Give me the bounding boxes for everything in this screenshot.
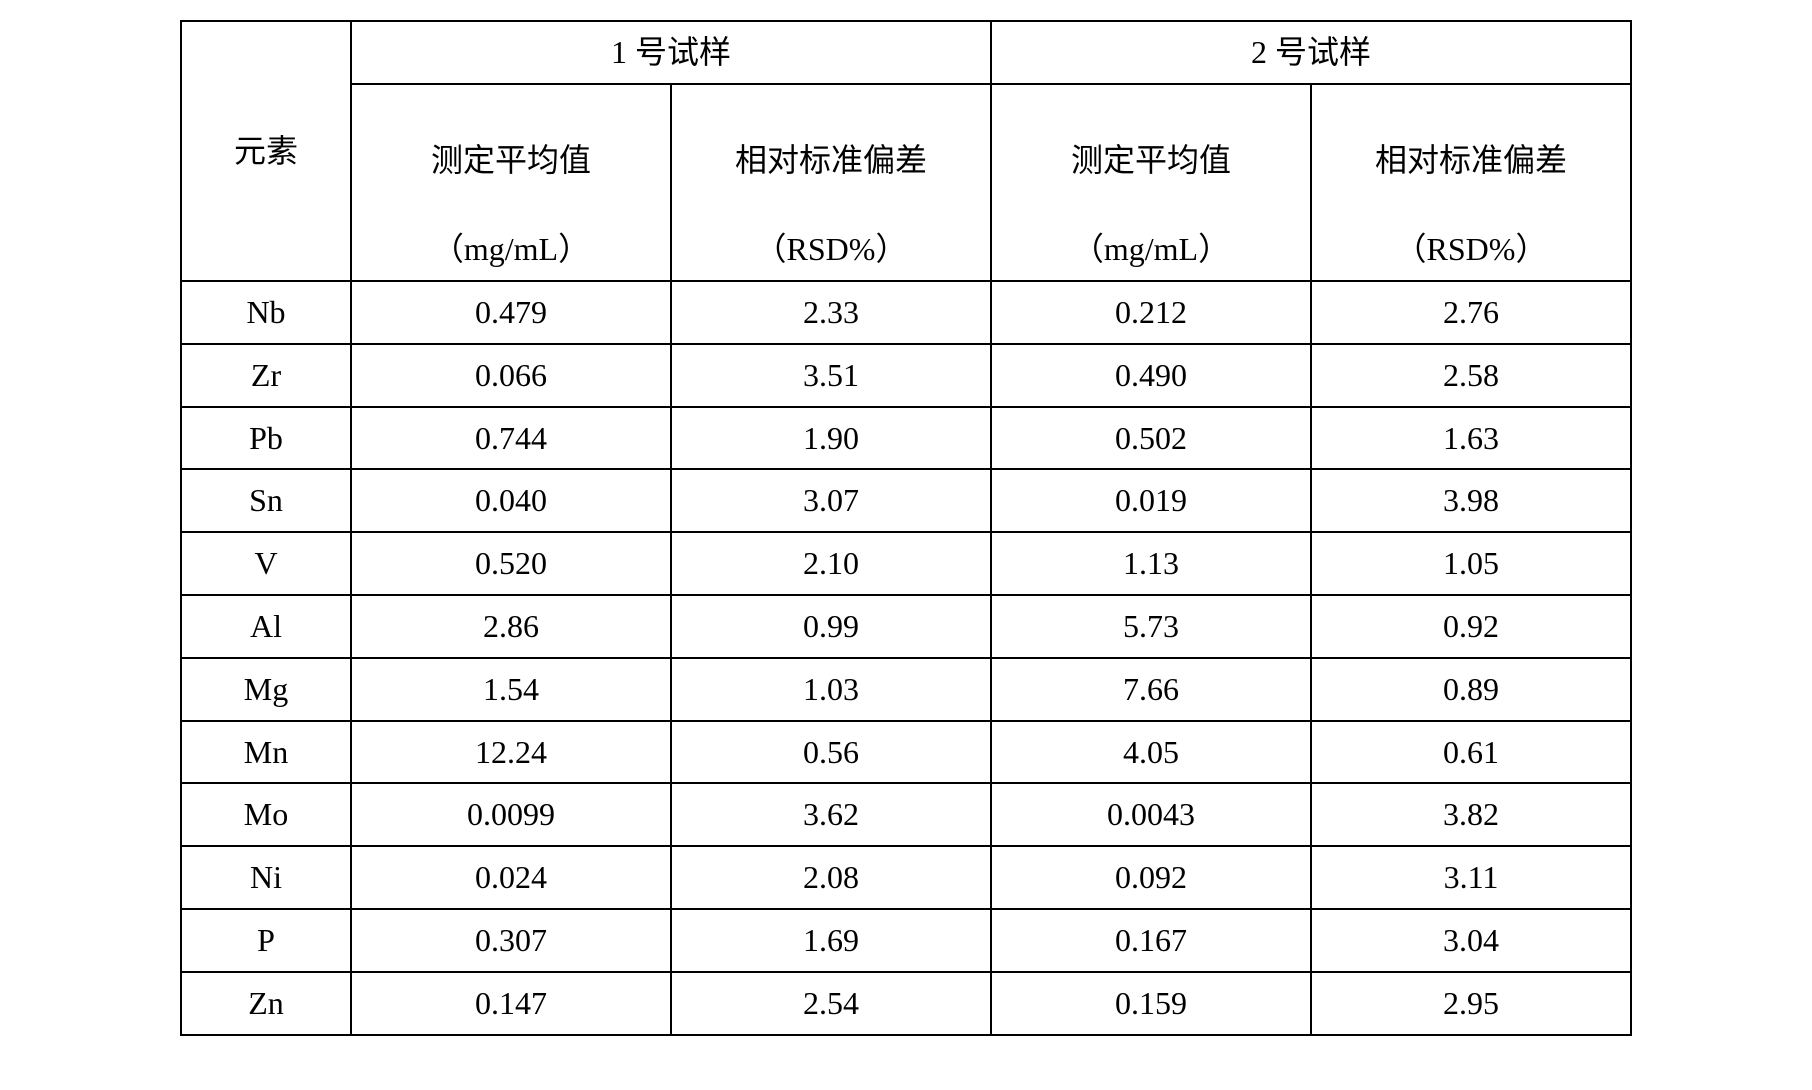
cell-s2-rsd: 1.63 — [1311, 407, 1631, 470]
data-table: 元素 1 号试样 2 号试样 测定平均值 （mg/mL） 相对标准偏差 （RSD… — [180, 20, 1632, 1036]
cell-s2-rsd: 0.61 — [1311, 721, 1631, 784]
header-mean-text: 测定平均值 — [431, 142, 591, 178]
cell-element: Sn — [181, 469, 351, 532]
cell-s2-mean: 1.13 — [991, 532, 1311, 595]
cell-element: Mo — [181, 783, 351, 846]
cell-element: Pb — [181, 407, 351, 470]
cell-element: Zr — [181, 344, 351, 407]
table-body: Nb0.4792.330.2122.76Zr0.0663.510.4902.58… — [181, 281, 1631, 1035]
header-rsd-unit: （RSD%） — [1395, 231, 1548, 267]
table-row: V0.5202.101.131.05 — [181, 532, 1631, 595]
cell-s1-rsd: 3.07 — [671, 469, 991, 532]
cell-s2-mean: 0.167 — [991, 909, 1311, 972]
cell-s2-rsd: 1.05 — [1311, 532, 1631, 595]
table-row: Mg1.541.037.660.89 — [181, 658, 1631, 721]
cell-s1-mean: 0.040 — [351, 469, 671, 532]
cell-s2-mean: 5.73 — [991, 595, 1311, 658]
cell-s2-mean: 7.66 — [991, 658, 1311, 721]
cell-s2-mean: 0.092 — [991, 846, 1311, 909]
header-mean-unit: （mg/mL） — [432, 231, 590, 267]
table-row: Pb0.7441.900.5021.63 — [181, 407, 1631, 470]
table-row: Mo0.00993.620.00433.82 — [181, 783, 1631, 846]
table-row: Sn0.0403.070.0193.98 — [181, 469, 1631, 532]
cell-s1-mean: 0.520 — [351, 532, 671, 595]
header-element: 元素 — [181, 21, 351, 281]
header-rsd-text: 相对标准偏差 — [1375, 142, 1567, 178]
table-row: Zr0.0663.510.4902.58 — [181, 344, 1631, 407]
cell-s2-rsd: 2.58 — [1311, 344, 1631, 407]
table-row: Ni0.0242.080.0923.11 — [181, 846, 1631, 909]
header-rsd-unit: （RSD%） — [755, 231, 908, 267]
cell-s1-mean: 0.307 — [351, 909, 671, 972]
cell-s1-rsd: 3.62 — [671, 783, 991, 846]
cell-s1-rsd: 2.33 — [671, 281, 991, 344]
header-mean-unit: （mg/mL） — [1072, 231, 1230, 267]
cell-element: Mn — [181, 721, 351, 784]
cell-s2-rsd: 2.76 — [1311, 281, 1631, 344]
header-sample1: 1 号试样 — [351, 21, 991, 84]
cell-s2-rsd: 3.11 — [1311, 846, 1631, 909]
cell-s1-rsd: 1.69 — [671, 909, 991, 972]
cell-s1-mean: 1.54 — [351, 658, 671, 721]
cell-s2-rsd: 3.04 — [1311, 909, 1631, 972]
cell-s1-rsd: 3.51 — [671, 344, 991, 407]
cell-s1-mean: 0.0099 — [351, 783, 671, 846]
cell-s1-mean: 0.479 — [351, 281, 671, 344]
cell-s1-mean: 12.24 — [351, 721, 671, 784]
header-row-2: 测定平均值 （mg/mL） 相对标准偏差 （RSD%） 测定平均值 （mg/mL… — [181, 84, 1631, 281]
cell-s1-mean: 2.86 — [351, 595, 671, 658]
cell-element: P — [181, 909, 351, 972]
cell-element: Ni — [181, 846, 351, 909]
cell-s2-mean: 0.159 — [991, 972, 1311, 1035]
cell-s2-rsd: 3.82 — [1311, 783, 1631, 846]
header-s2-rsd: 相对标准偏差 （RSD%） — [1311, 84, 1631, 281]
cell-element: V — [181, 532, 351, 595]
cell-s2-mean: 0.490 — [991, 344, 1311, 407]
header-s2-mean: 测定平均值 （mg/mL） — [991, 84, 1311, 281]
cell-s1-rsd: 2.10 — [671, 532, 991, 595]
cell-s2-mean: 0.502 — [991, 407, 1311, 470]
cell-s1-mean: 0.147 — [351, 972, 671, 1035]
table-row: Zn0.1472.540.1592.95 — [181, 972, 1631, 1035]
cell-s1-mean: 0.744 — [351, 407, 671, 470]
table-row: Mn12.240.564.050.61 — [181, 721, 1631, 784]
cell-s1-mean: 0.024 — [351, 846, 671, 909]
cell-s2-mean: 4.05 — [991, 721, 1311, 784]
cell-s1-rsd: 2.54 — [671, 972, 991, 1035]
cell-s1-rsd: 1.90 — [671, 407, 991, 470]
table-row: Al2.860.995.730.92 — [181, 595, 1631, 658]
cell-s2-rsd: 0.89 — [1311, 658, 1631, 721]
cell-element: Al — [181, 595, 351, 658]
table-row: Nb0.4792.330.2122.76 — [181, 281, 1631, 344]
cell-element: Zn — [181, 972, 351, 1035]
header-s1-mean: 测定平均值 （mg/mL） — [351, 84, 671, 281]
cell-s2-rsd: 3.98 — [1311, 469, 1631, 532]
header-sample2: 2 号试样 — [991, 21, 1631, 84]
cell-s2-mean: 0.212 — [991, 281, 1311, 344]
header-row-1: 元素 1 号试样 2 号试样 — [181, 21, 1631, 84]
cell-s2-rsd: 2.95 — [1311, 972, 1631, 1035]
cell-s1-rsd: 2.08 — [671, 846, 991, 909]
cell-s1-rsd: 0.56 — [671, 721, 991, 784]
table-header: 元素 1 号试样 2 号试样 测定平均值 （mg/mL） 相对标准偏差 （RSD… — [181, 21, 1631, 281]
header-rsd-text: 相对标准偏差 — [735, 142, 927, 178]
cell-s1-rsd: 1.03 — [671, 658, 991, 721]
cell-s2-rsd: 0.92 — [1311, 595, 1631, 658]
cell-s2-mean: 0.0043 — [991, 783, 1311, 846]
table-row: P0.3071.690.1673.04 — [181, 909, 1631, 972]
cell-element: Nb — [181, 281, 351, 344]
header-mean-text: 测定平均值 — [1071, 142, 1231, 178]
cell-s1-mean: 0.066 — [351, 344, 671, 407]
cell-s2-mean: 0.019 — [991, 469, 1311, 532]
header-s1-rsd: 相对标准偏差 （RSD%） — [671, 84, 991, 281]
cell-element: Mg — [181, 658, 351, 721]
cell-s1-rsd: 0.99 — [671, 595, 991, 658]
